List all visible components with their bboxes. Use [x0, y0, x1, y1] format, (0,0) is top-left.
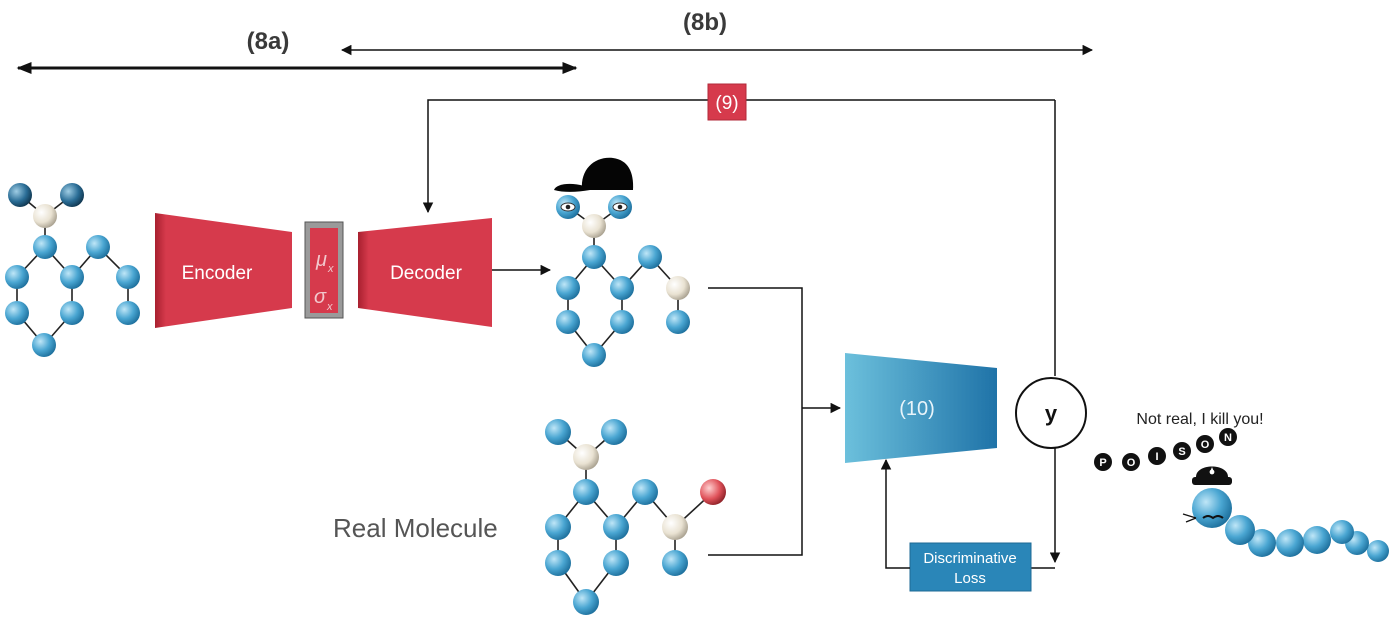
atom	[545, 550, 571, 576]
cap-icon	[554, 157, 634, 192]
step-9-box	[707, 83, 747, 121]
discriminative-loss-box: Discriminative Loss	[909, 542, 1032, 592]
atom	[545, 514, 571, 540]
poison-chain: P O I S O N	[1094, 428, 1237, 471]
latent-mu: μ	[315, 249, 327, 271]
decoder-label: Decoder	[390, 263, 462, 284]
atom	[582, 245, 606, 269]
atom	[666, 276, 690, 300]
latent-block: μ x σ x	[304, 221, 344, 319]
atom	[662, 550, 688, 576]
atom	[116, 301, 140, 325]
poison-letter: O	[1127, 457, 1136, 469]
poison-letter: N	[1224, 432, 1232, 444]
atom	[582, 214, 606, 238]
loss-label-line1: Discriminative	[923, 550, 1016, 567]
atom	[116, 265, 140, 289]
atom	[60, 301, 84, 325]
eye-icon	[560, 202, 576, 212]
atom	[33, 204, 57, 228]
caterpillar-icon	[1182, 488, 1389, 562]
atom	[582, 343, 606, 367]
latent-mu-sub: x	[327, 263, 334, 275]
label-8b: (8b)	[683, 9, 727, 36]
atom	[573, 479, 599, 505]
encoder-block: Encoder	[155, 213, 292, 328]
atom	[573, 444, 599, 470]
atom	[5, 265, 29, 289]
poison-letter: I	[1155, 451, 1158, 463]
atom	[700, 479, 726, 505]
atom	[603, 550, 629, 576]
generated-to-discriminator-wire	[708, 287, 803, 408]
atom	[666, 310, 690, 334]
atom	[8, 183, 32, 207]
loss-label-line2: Loss	[954, 570, 986, 587]
eye-icon	[612, 202, 628, 212]
atom	[556, 310, 580, 334]
atom	[610, 276, 634, 300]
range-arrow-8b: (8b)	[340, 9, 1094, 56]
speech-text: Not real, I kill you!	[1136, 411, 1263, 428]
atom	[610, 310, 634, 334]
atom	[86, 235, 110, 259]
atom	[601, 419, 627, 445]
poison-letter: P	[1099, 457, 1106, 469]
real-molecule-label: Real Molecule	[333, 513, 498, 543]
y-node: y	[1015, 377, 1087, 449]
label-10: (10)	[899, 398, 935, 420]
decoder-block: Decoder	[358, 218, 492, 327]
atom	[556, 276, 580, 300]
encoder-label: Encoder	[182, 263, 253, 284]
poison-letter: S	[1178, 446, 1185, 458]
input-molecule	[5, 183, 140, 357]
real-molecule	[545, 419, 726, 615]
atom	[603, 514, 629, 540]
atom	[60, 183, 84, 207]
atom	[638, 245, 662, 269]
latent-sigma: σ	[314, 286, 327, 308]
atom	[573, 589, 599, 615]
atom	[662, 514, 688, 540]
poison-letter: O	[1201, 439, 1210, 451]
police-hat-icon	[1192, 466, 1232, 485]
loss-to-discriminator-arrow	[880, 458, 910, 569]
feedback-loop-9: (9)	[422, 83, 1056, 376]
y-label: y	[1045, 401, 1058, 426]
atom	[33, 235, 57, 259]
latent-sigma-sub: x	[326, 301, 333, 313]
generated-molecule	[554, 157, 690, 367]
label-8a: (8a)	[247, 28, 290, 55]
discriminator-block: (10)	[845, 353, 997, 463]
atom	[32, 333, 56, 357]
atom	[60, 265, 84, 289]
label-9: (9)	[715, 93, 738, 114]
atom	[5, 301, 29, 325]
real-to-discriminator-wire	[708, 408, 803, 556]
atom	[632, 479, 658, 505]
atom	[545, 419, 571, 445]
range-arrow-8a: (8a)	[16, 28, 578, 74]
